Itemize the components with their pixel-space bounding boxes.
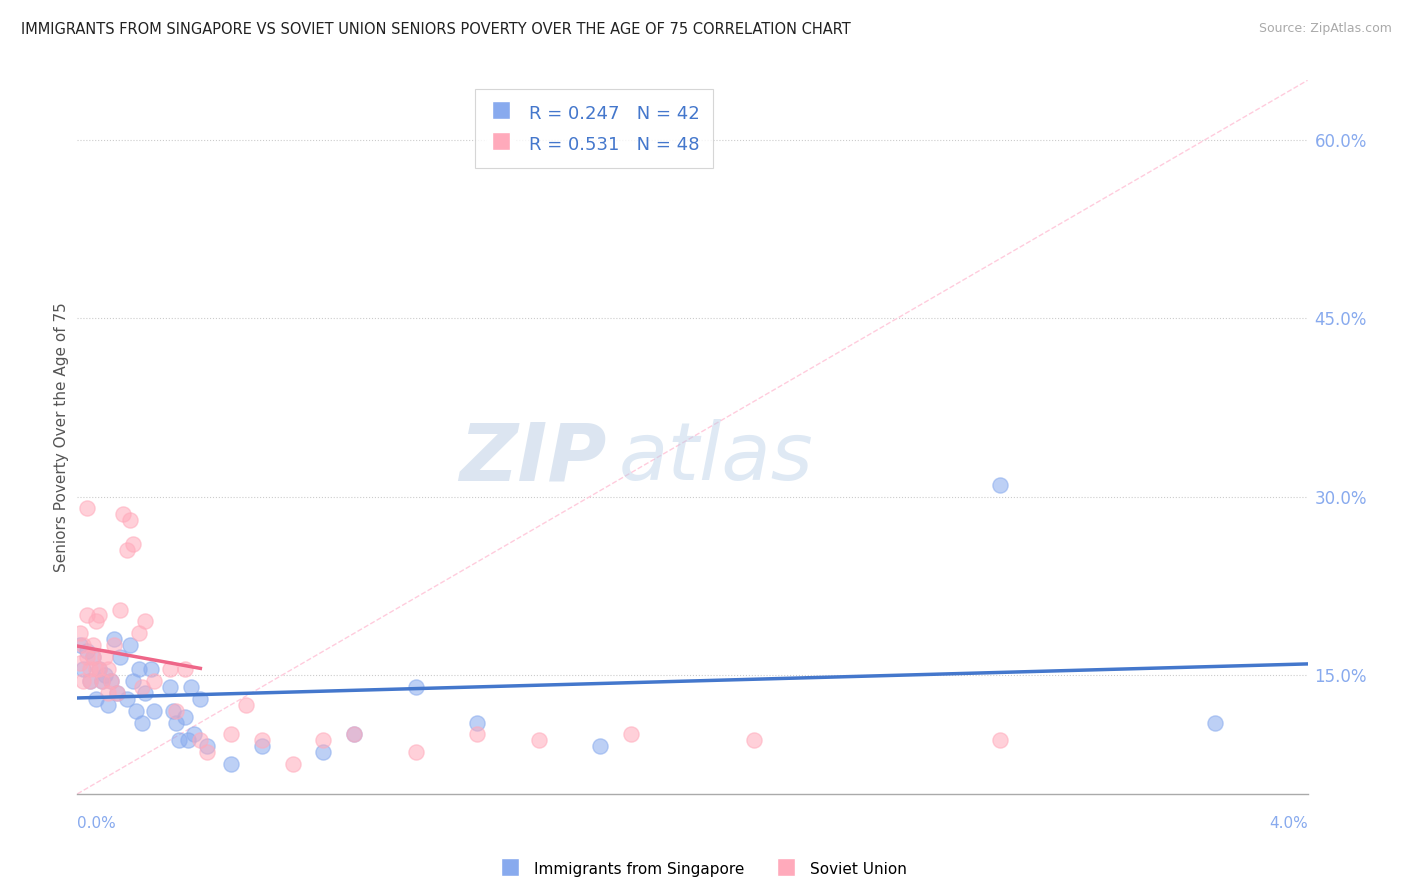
Point	[72, 673, 94, 688]
Point	[76, 644, 98, 658]
Point	[235, 698, 257, 712]
Point	[100, 673, 122, 688]
Point	[97, 662, 120, 676]
Point	[405, 745, 427, 759]
Point	[143, 704, 166, 718]
Point	[219, 757, 242, 772]
Point	[281, 757, 304, 772]
Point	[250, 739, 273, 754]
Point	[87, 608, 110, 623]
Point	[190, 733, 212, 747]
Point	[103, 632, 125, 647]
Point	[527, 733, 550, 747]
Point	[343, 727, 366, 741]
Text: Source: ZipAtlas.com: Source: ZipAtlas.com	[1258, 22, 1392, 36]
Point	[131, 715, 153, 730]
Point	[82, 650, 104, 665]
Point	[219, 727, 242, 741]
Point	[589, 739, 612, 754]
Point	[165, 704, 187, 718]
Point	[115, 691, 138, 706]
Point	[165, 715, 187, 730]
Point	[134, 615, 156, 629]
Point	[87, 662, 110, 676]
Point	[118, 513, 141, 527]
Point	[988, 733, 1011, 747]
Text: 0.0%: 0.0%	[77, 816, 117, 831]
Point	[131, 680, 153, 694]
Point	[465, 715, 488, 730]
Point	[90, 673, 114, 688]
Point	[143, 673, 166, 688]
Point	[250, 733, 273, 747]
Point	[159, 662, 181, 676]
Point	[177, 733, 200, 747]
Point	[312, 733, 335, 747]
Point	[121, 537, 143, 551]
Point	[125, 704, 148, 718]
Point	[105, 686, 128, 700]
Point	[159, 680, 181, 694]
Point	[167, 733, 190, 747]
Point	[76, 608, 98, 623]
Point	[134, 686, 156, 700]
Point	[162, 704, 184, 718]
Point	[105, 686, 128, 700]
Point	[988, 477, 1011, 491]
Point	[76, 501, 98, 516]
Point	[79, 673, 101, 688]
Point	[128, 626, 150, 640]
Point	[174, 709, 197, 723]
Point	[94, 668, 117, 682]
Point	[97, 698, 120, 712]
Point	[82, 650, 104, 665]
Point	[69, 626, 91, 640]
Point	[121, 673, 143, 688]
Point	[84, 662, 107, 676]
Point	[79, 673, 101, 688]
Text: atlas: atlas	[619, 419, 814, 498]
Point	[190, 691, 212, 706]
Text: ZIP: ZIP	[458, 419, 606, 498]
Point	[195, 739, 218, 754]
Legend: R = 0.247   N = 42, R = 0.531   N = 48: R = 0.247 N = 42, R = 0.531 N = 48	[475, 89, 713, 168]
Point	[97, 686, 120, 700]
Point	[90, 673, 114, 688]
Text: IMMIGRANTS FROM SINGAPORE VS SOVIET UNION SENIORS POVERTY OVER THE AGE OF 75 COR: IMMIGRANTS FROM SINGAPORE VS SOVIET UNIO…	[21, 22, 851, 37]
Point	[84, 691, 107, 706]
Point	[141, 662, 163, 676]
Point	[742, 733, 765, 747]
Legend: Immigrants from Singapore, Soviet Union: Immigrants from Singapore, Soviet Union	[494, 854, 912, 884]
Point	[100, 673, 122, 688]
Point	[620, 727, 643, 741]
Point	[79, 662, 101, 676]
Y-axis label: Seniors Poverty Over the Age of 75: Seniors Poverty Over the Age of 75	[53, 302, 69, 572]
Point	[343, 727, 366, 741]
Point	[405, 680, 427, 694]
Point	[115, 543, 138, 558]
Point	[72, 662, 94, 676]
Point	[110, 650, 132, 665]
Point	[195, 745, 218, 759]
Point	[312, 745, 335, 759]
Point	[128, 662, 150, 676]
Point	[87, 662, 110, 676]
Point	[174, 662, 197, 676]
Point	[118, 638, 141, 652]
Point	[180, 680, 202, 694]
Point	[94, 650, 117, 665]
Point	[82, 638, 104, 652]
Point	[84, 615, 107, 629]
Point	[110, 602, 132, 616]
Point	[76, 650, 98, 665]
Point	[69, 656, 91, 670]
Point	[112, 508, 135, 522]
Point	[69, 638, 91, 652]
Point	[1204, 715, 1226, 730]
Point	[183, 727, 205, 741]
Point	[72, 638, 94, 652]
Point	[465, 727, 488, 741]
Text: 4.0%: 4.0%	[1268, 816, 1308, 831]
Point	[103, 638, 125, 652]
